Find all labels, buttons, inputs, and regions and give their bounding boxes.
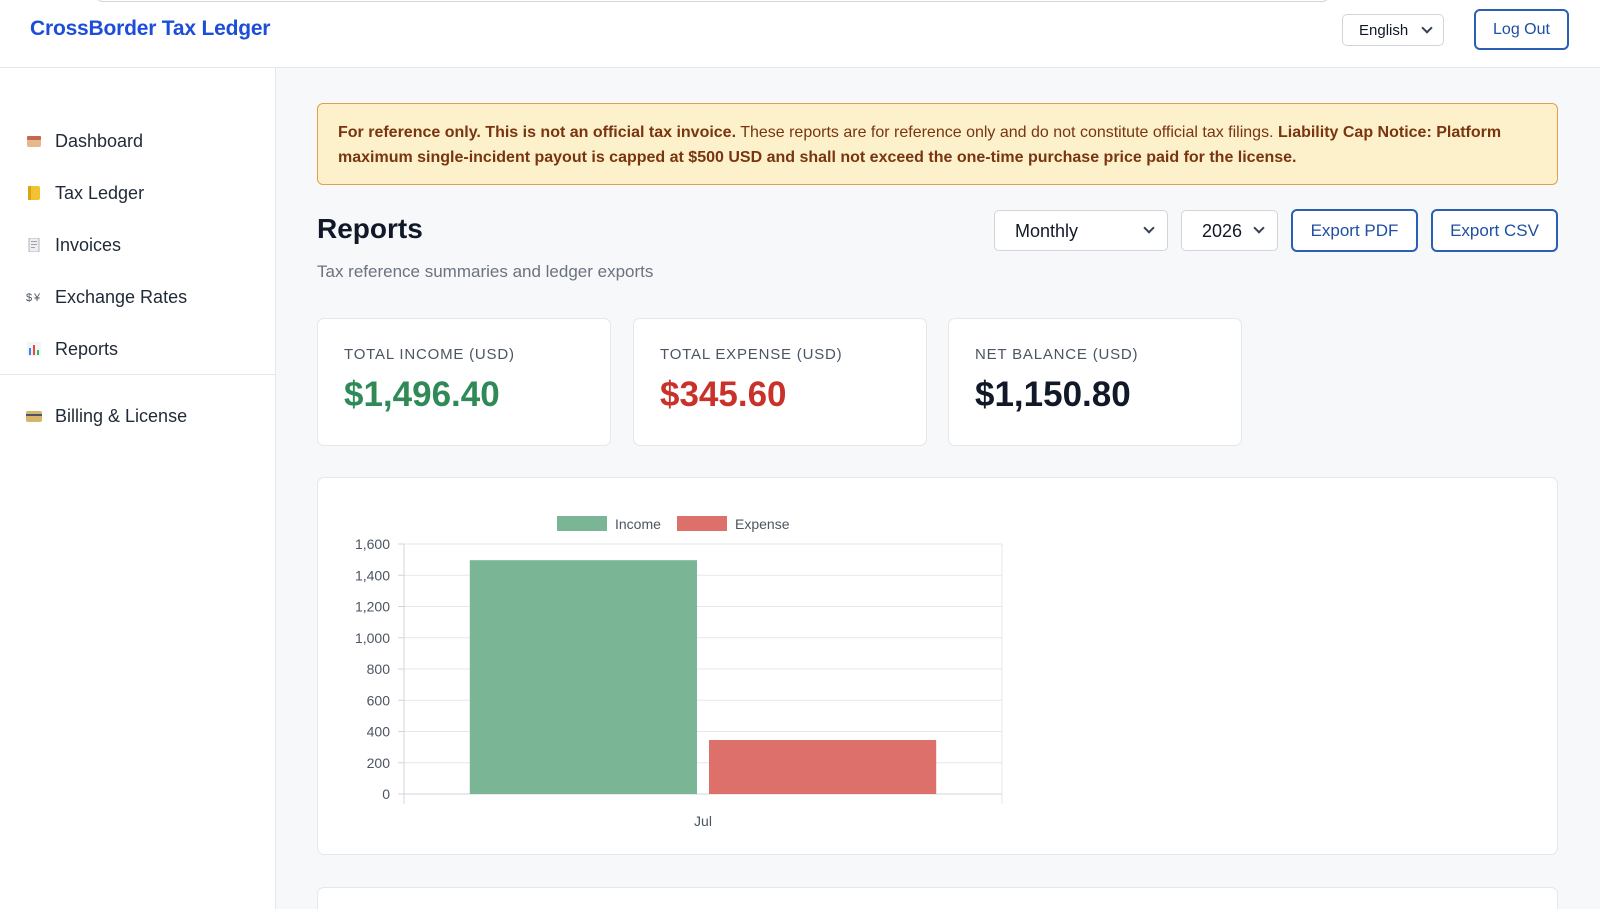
sidebar-item-label: Reports bbox=[55, 338, 119, 359]
banner-body: These reports are for reference only and… bbox=[736, 124, 1278, 141]
sidebar-item-reports[interactable]: Reports bbox=[0, 327, 276, 371]
stat-card-net-balance: NET BALANCE (USD) $1,150.80 bbox=[948, 318, 1242, 446]
banner-notice-title: Liability Cap Notice: bbox=[1277, 124, 1432, 141]
stat-value: $1,496.40 bbox=[344, 375, 500, 414]
brand-logo[interactable]: CrossBorder Tax Ledger bbox=[30, 17, 271, 40]
bar-income bbox=[469, 560, 697, 794]
stat-card-income: TOTAL INCOME (USD) $1,496.40 bbox=[317, 318, 611, 446]
page-subtitle: Tax reference summaries and ledger expor… bbox=[317, 262, 654, 281]
ledger-icon bbox=[26, 186, 42, 200]
chart-card: 0 200 400 600 800 1,000 1,200 1,400 1,600 Jul Inco… bbox=[317, 477, 1558, 855]
y-tick-label: 0 bbox=[382, 786, 390, 802]
period-select[interactable]: Monthly bbox=[994, 210, 1168, 251]
sidebar-item-invoices[interactable]: Invoices bbox=[0, 223, 276, 267]
sidebar-divider bbox=[0, 374, 276, 375]
page-title: Reports bbox=[317, 213, 423, 244]
sidebar-item-billing-license[interactable]: Billing & License bbox=[0, 394, 276, 438]
chevron-down-icon bbox=[1421, 22, 1433, 34]
sidebar-item-dashboard[interactable]: Dashboard bbox=[0, 119, 276, 163]
calendar-icon bbox=[26, 134, 42, 148]
exchange-icon: $ ¥ bbox=[26, 290, 42, 304]
y-tick-label: 1,400 bbox=[355, 567, 390, 583]
sidebar-item-label: Exchange Rates bbox=[55, 286, 188, 307]
export-pdf-button[interactable]: Export PDF bbox=[1291, 209, 1418, 252]
stat-card-expense: TOTAL EXPENSE (USD) $345.60 bbox=[633, 318, 927, 446]
sidebar-item-tax-ledger[interactable]: Tax Ledger bbox=[0, 171, 276, 215]
legend-label: Income bbox=[615, 516, 661, 532]
bar-chart-icon bbox=[26, 342, 42, 356]
year-value: 2026 bbox=[1202, 221, 1243, 241]
sidebar-item-label: Invoices bbox=[55, 234, 122, 255]
sidebar: Dashboard Tax Ledger Invoices $ ¥ Exchang… bbox=[0, 68, 276, 909]
stat-label: NET BALANCE (USD) bbox=[975, 346, 1139, 363]
sidebar-item-exchange-rates[interactable]: $ ¥ Exchange Rates bbox=[0, 275, 276, 319]
language-select[interactable]: English bbox=[1342, 14, 1444, 46]
y-tick-label: 800 bbox=[367, 661, 391, 677]
stat-value: $1,150.80 bbox=[975, 375, 1131, 414]
y-tick-label: 200 bbox=[367, 755, 391, 771]
search-bar-edge bbox=[95, 0, 1330, 2]
chevron-down-icon bbox=[1143, 222, 1155, 234]
stat-value: $345.60 bbox=[660, 375, 787, 414]
sidebar-item-label: Tax Ledger bbox=[55, 182, 145, 203]
y-tick-label: 1,200 bbox=[355, 599, 390, 615]
sidebar-item-label: Billing & License bbox=[55, 405, 188, 426]
banner-notice-body: Platform maximum single-incident payout … bbox=[338, 124, 1502, 166]
y-tick-label: 400 bbox=[367, 724, 391, 740]
y-tick-label: 1,600 bbox=[355, 536, 390, 552]
top-bar: CrossBorder Tax Ledger English Log Out bbox=[0, 0, 1600, 68]
legend-swatch-expense bbox=[677, 516, 727, 531]
stat-label: TOTAL EXPENSE (USD) bbox=[660, 346, 843, 363]
credit-card-icon bbox=[26, 409, 42, 423]
y-tick-label: 1,000 bbox=[355, 630, 390, 646]
stat-label: TOTAL INCOME (USD) bbox=[344, 346, 515, 363]
x-tick-label: Jul bbox=[694, 813, 712, 829]
svg-text:¥: ¥ bbox=[33, 292, 41, 304]
export-csv-button[interactable]: Export CSV bbox=[1431, 209, 1558, 252]
sidebar-item-label: Dashboard bbox=[55, 130, 144, 151]
invoice-icon bbox=[26, 237, 42, 253]
year-select[interactable]: 2026 bbox=[1181, 210, 1278, 251]
legend-swatch-income bbox=[557, 516, 607, 531]
legend-label: Expense bbox=[735, 516, 790, 532]
income-expense-chart: 0 200 400 600 800 1,000 1,200 1,400 1,600 Jul Inco… bbox=[355, 516, 1003, 829]
bar-expense bbox=[709, 740, 937, 794]
disclaimer-banner: For reference only. This is not an offic… bbox=[317, 103, 1558, 185]
logout-button[interactable]: Log Out bbox=[1474, 9, 1569, 50]
ledger-table-card bbox=[317, 887, 1558, 909]
y-tick-label: 600 bbox=[367, 692, 391, 708]
svg-text:$: $ bbox=[26, 292, 32, 304]
banner-lead: For reference only. This is not an offic… bbox=[338, 124, 737, 141]
period-value: Monthly bbox=[1015, 221, 1079, 241]
language-value: English bbox=[1359, 22, 1409, 39]
chevron-down-icon bbox=[1253, 222, 1265, 234]
